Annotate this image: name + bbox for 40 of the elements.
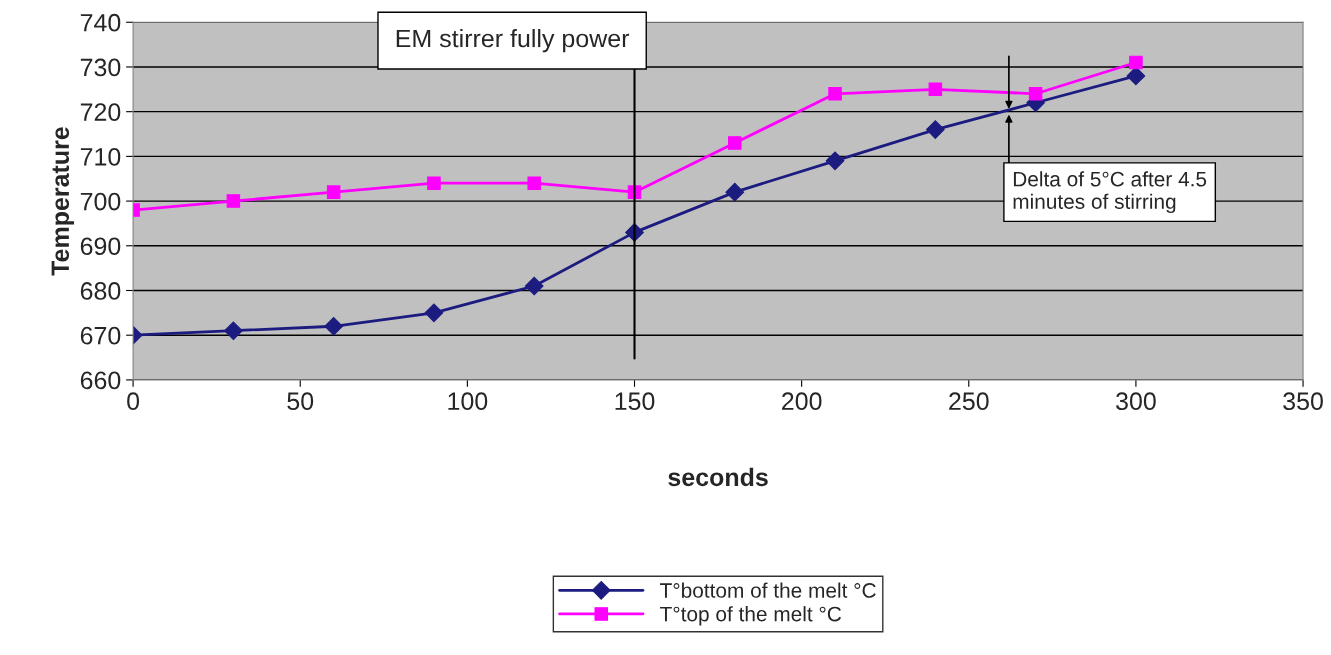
point [1129,55,1143,70]
y-tick-label: 690 [80,237,121,256]
point [224,321,243,341]
point [226,194,241,208]
y-tick-label: 680 [80,282,121,300]
point [1028,87,1043,101]
point [828,87,842,101]
x-tick-label: 300 [1116,392,1156,411]
point [728,136,742,150]
ref-line-label: EM stirrer fully power [396,28,630,53]
x-tick-label: 100 [448,392,488,411]
annotation: Delta of 5°C after 4.5 minutes of stirring [1013,171,1207,214]
point [326,185,341,199]
y-tick-label: 670 [80,326,121,345]
y-axis-title: Temperature [51,127,75,276]
x-tick-label: 250 [949,392,989,411]
y-tick-label: 740 [80,13,121,32]
y-tick-label: 730 [80,58,121,77]
y-tick-label: 710 [80,147,121,166]
point [925,120,945,139]
x-axis-title: seconds [668,467,768,487]
point [928,82,943,97]
x-tick-label: 50 [287,392,314,411]
point [527,176,541,190]
x-tick-label: 150 [615,392,655,411]
point [1126,66,1146,86]
legend-label: T°bottom of the melt °C [660,582,876,598]
x-tick-label: 0 [127,392,140,411]
point [825,151,845,171]
y-tick-label: 700 [80,192,121,211]
point [324,316,344,336]
point [725,182,745,202]
x-tick-label: 350 [1283,392,1323,411]
legend-label: T°top of the melt °C [660,606,842,626]
point [427,176,441,190]
y-tick-label: 660 [80,371,121,390]
y-tick-label: 720 [80,103,121,121]
x-tick-label: 200 [782,392,822,411]
point [524,276,544,296]
point [424,303,444,323]
